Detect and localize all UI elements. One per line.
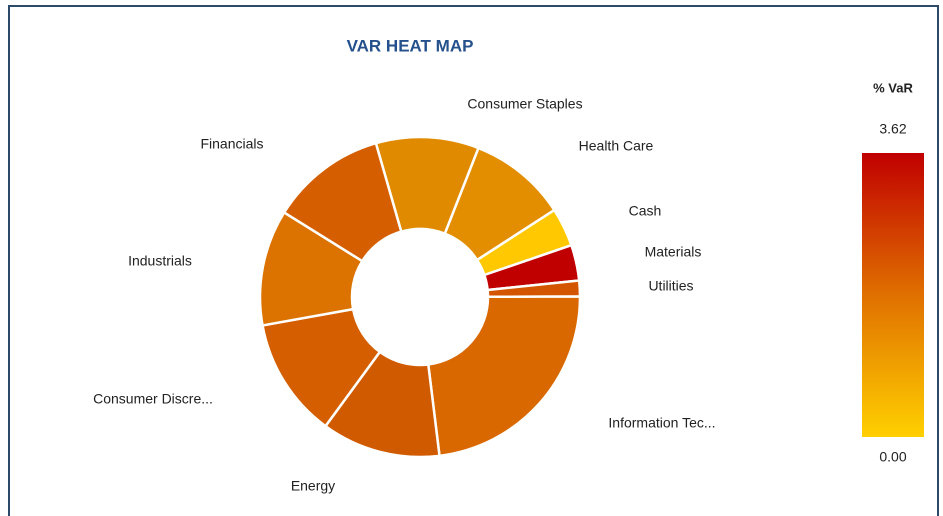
donut-segment <box>282 141 403 263</box>
colorbar-min: 0.00 <box>879 449 906 465</box>
segment-label: Consumer Staples <box>467 96 582 112</box>
segment-label: Information Tec... <box>608 415 715 431</box>
segment-label: Energy <box>291 478 335 494</box>
segment-label: Industrials <box>128 253 192 269</box>
segment-label: Health Care <box>579 138 654 154</box>
segment-label: Materials <box>645 244 702 260</box>
donut-segment <box>426 295 582 458</box>
chart-title: VAR HEAT MAP <box>347 36 474 55</box>
colorbar <box>862 153 924 437</box>
segment-label: Financials <box>200 136 263 152</box>
colorbar-max: 3.62 <box>879 121 906 137</box>
segment-label: Consumer Discre... <box>93 391 213 407</box>
segment-label: Utilities <box>648 278 693 294</box>
segment-label: Cash <box>629 203 662 219</box>
colorbar-title: % VaR <box>873 80 913 95</box>
